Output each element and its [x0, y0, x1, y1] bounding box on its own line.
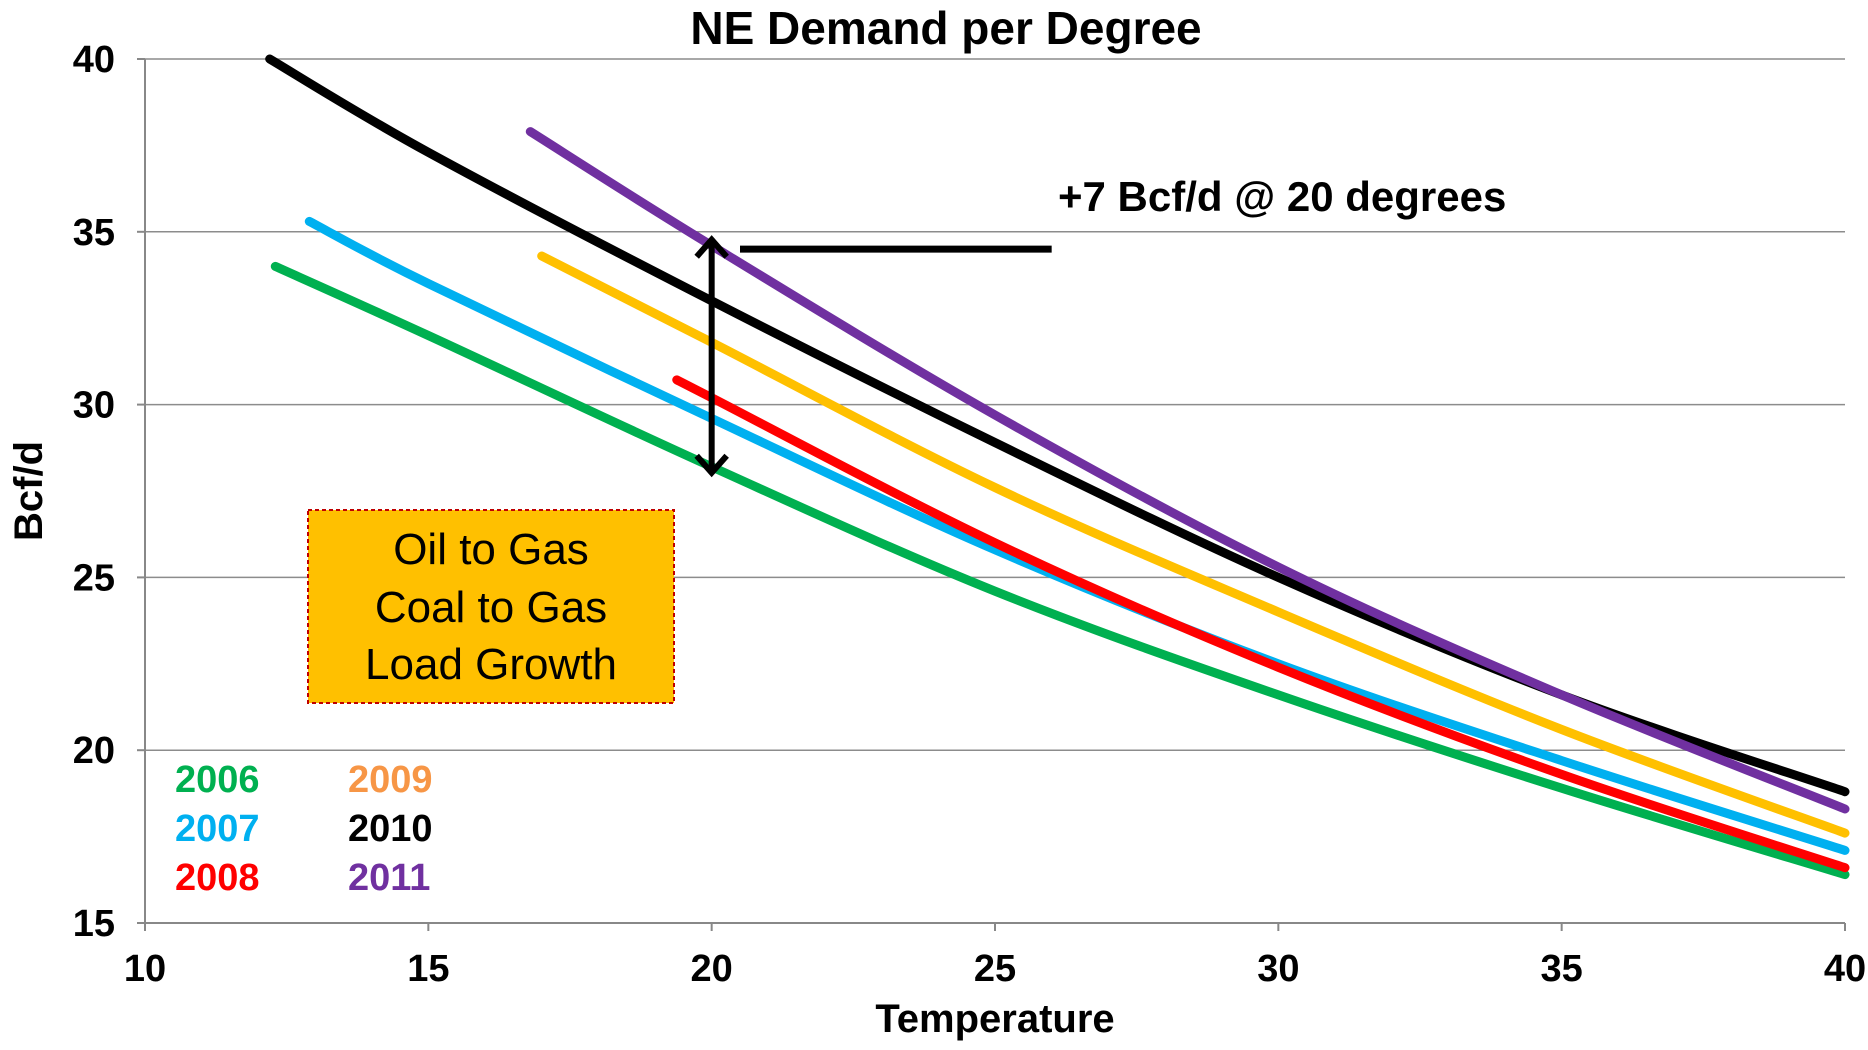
x-tick-labels: 10 15 20 25 30 35 40	[124, 948, 1866, 990]
x-tick-label-10: 10	[124, 948, 166, 990]
x-tick-label-25: 25	[974, 948, 1016, 990]
y-tick-label-20: 20	[73, 730, 115, 772]
legend: 2006 2007 2008 2009 2010 2011	[175, 759, 433, 899]
drivers-box-line-3: Load Growth	[365, 640, 617, 689]
series-line-2007	[304, 216, 1850, 855]
drivers-box: Oil to Gas Coal to Gas Load Growth	[307, 509, 675, 704]
legend-item-2009: 2009	[348, 759, 433, 801]
series-line-2008	[672, 375, 1850, 873]
callout-text: +7 Bcf/d @ 20 degrees	[1058, 173, 1506, 220]
x-tick-label-30: 30	[1257, 948, 1299, 990]
y-tick-label-30: 30	[73, 385, 115, 427]
legend-item-2011: 2011	[348, 857, 430, 899]
x-tick-label-20: 20	[691, 948, 733, 990]
legend-item-2006: 2006	[175, 759, 260, 801]
legend-item-2007: 2007	[175, 808, 260, 850]
drivers-box-background	[307, 509, 675, 704]
y-tick-label-25: 25	[73, 557, 115, 599]
x-axis-label: Temperature	[875, 997, 1114, 1041]
x-tick-label-35: 35	[1541, 948, 1583, 990]
legend-item-2010: 2010	[348, 808, 433, 850]
chart-title: NE Demand per Degree	[690, 2, 1201, 54]
y-tick-label-15: 15	[73, 903, 115, 945]
y-tick-label-35: 35	[73, 212, 115, 254]
arrow-head-up-icon	[694, 235, 729, 259]
arrow-head-down-icon	[694, 453, 729, 478]
series-line-2006	[270, 261, 1850, 880]
x-tick-label-40: 40	[1824, 948, 1866, 990]
annotations: +7 Bcf/d @ 20 degrees	[694, 173, 1506, 478]
series-line-2009	[537, 251, 1850, 838]
x-tick-label-15: 15	[407, 948, 449, 990]
drivers-box-line-1: Oil to Gas	[393, 525, 589, 574]
legend-item-2008: 2008	[175, 857, 260, 899]
y-tick-labels: 15 20 25 30 35 40	[73, 39, 115, 945]
y-tick-label-40: 40	[73, 39, 115, 81]
y-axis-label: Bcf/d	[7, 441, 51, 541]
drivers-box-line-2: Coal to Gas	[375, 583, 607, 632]
